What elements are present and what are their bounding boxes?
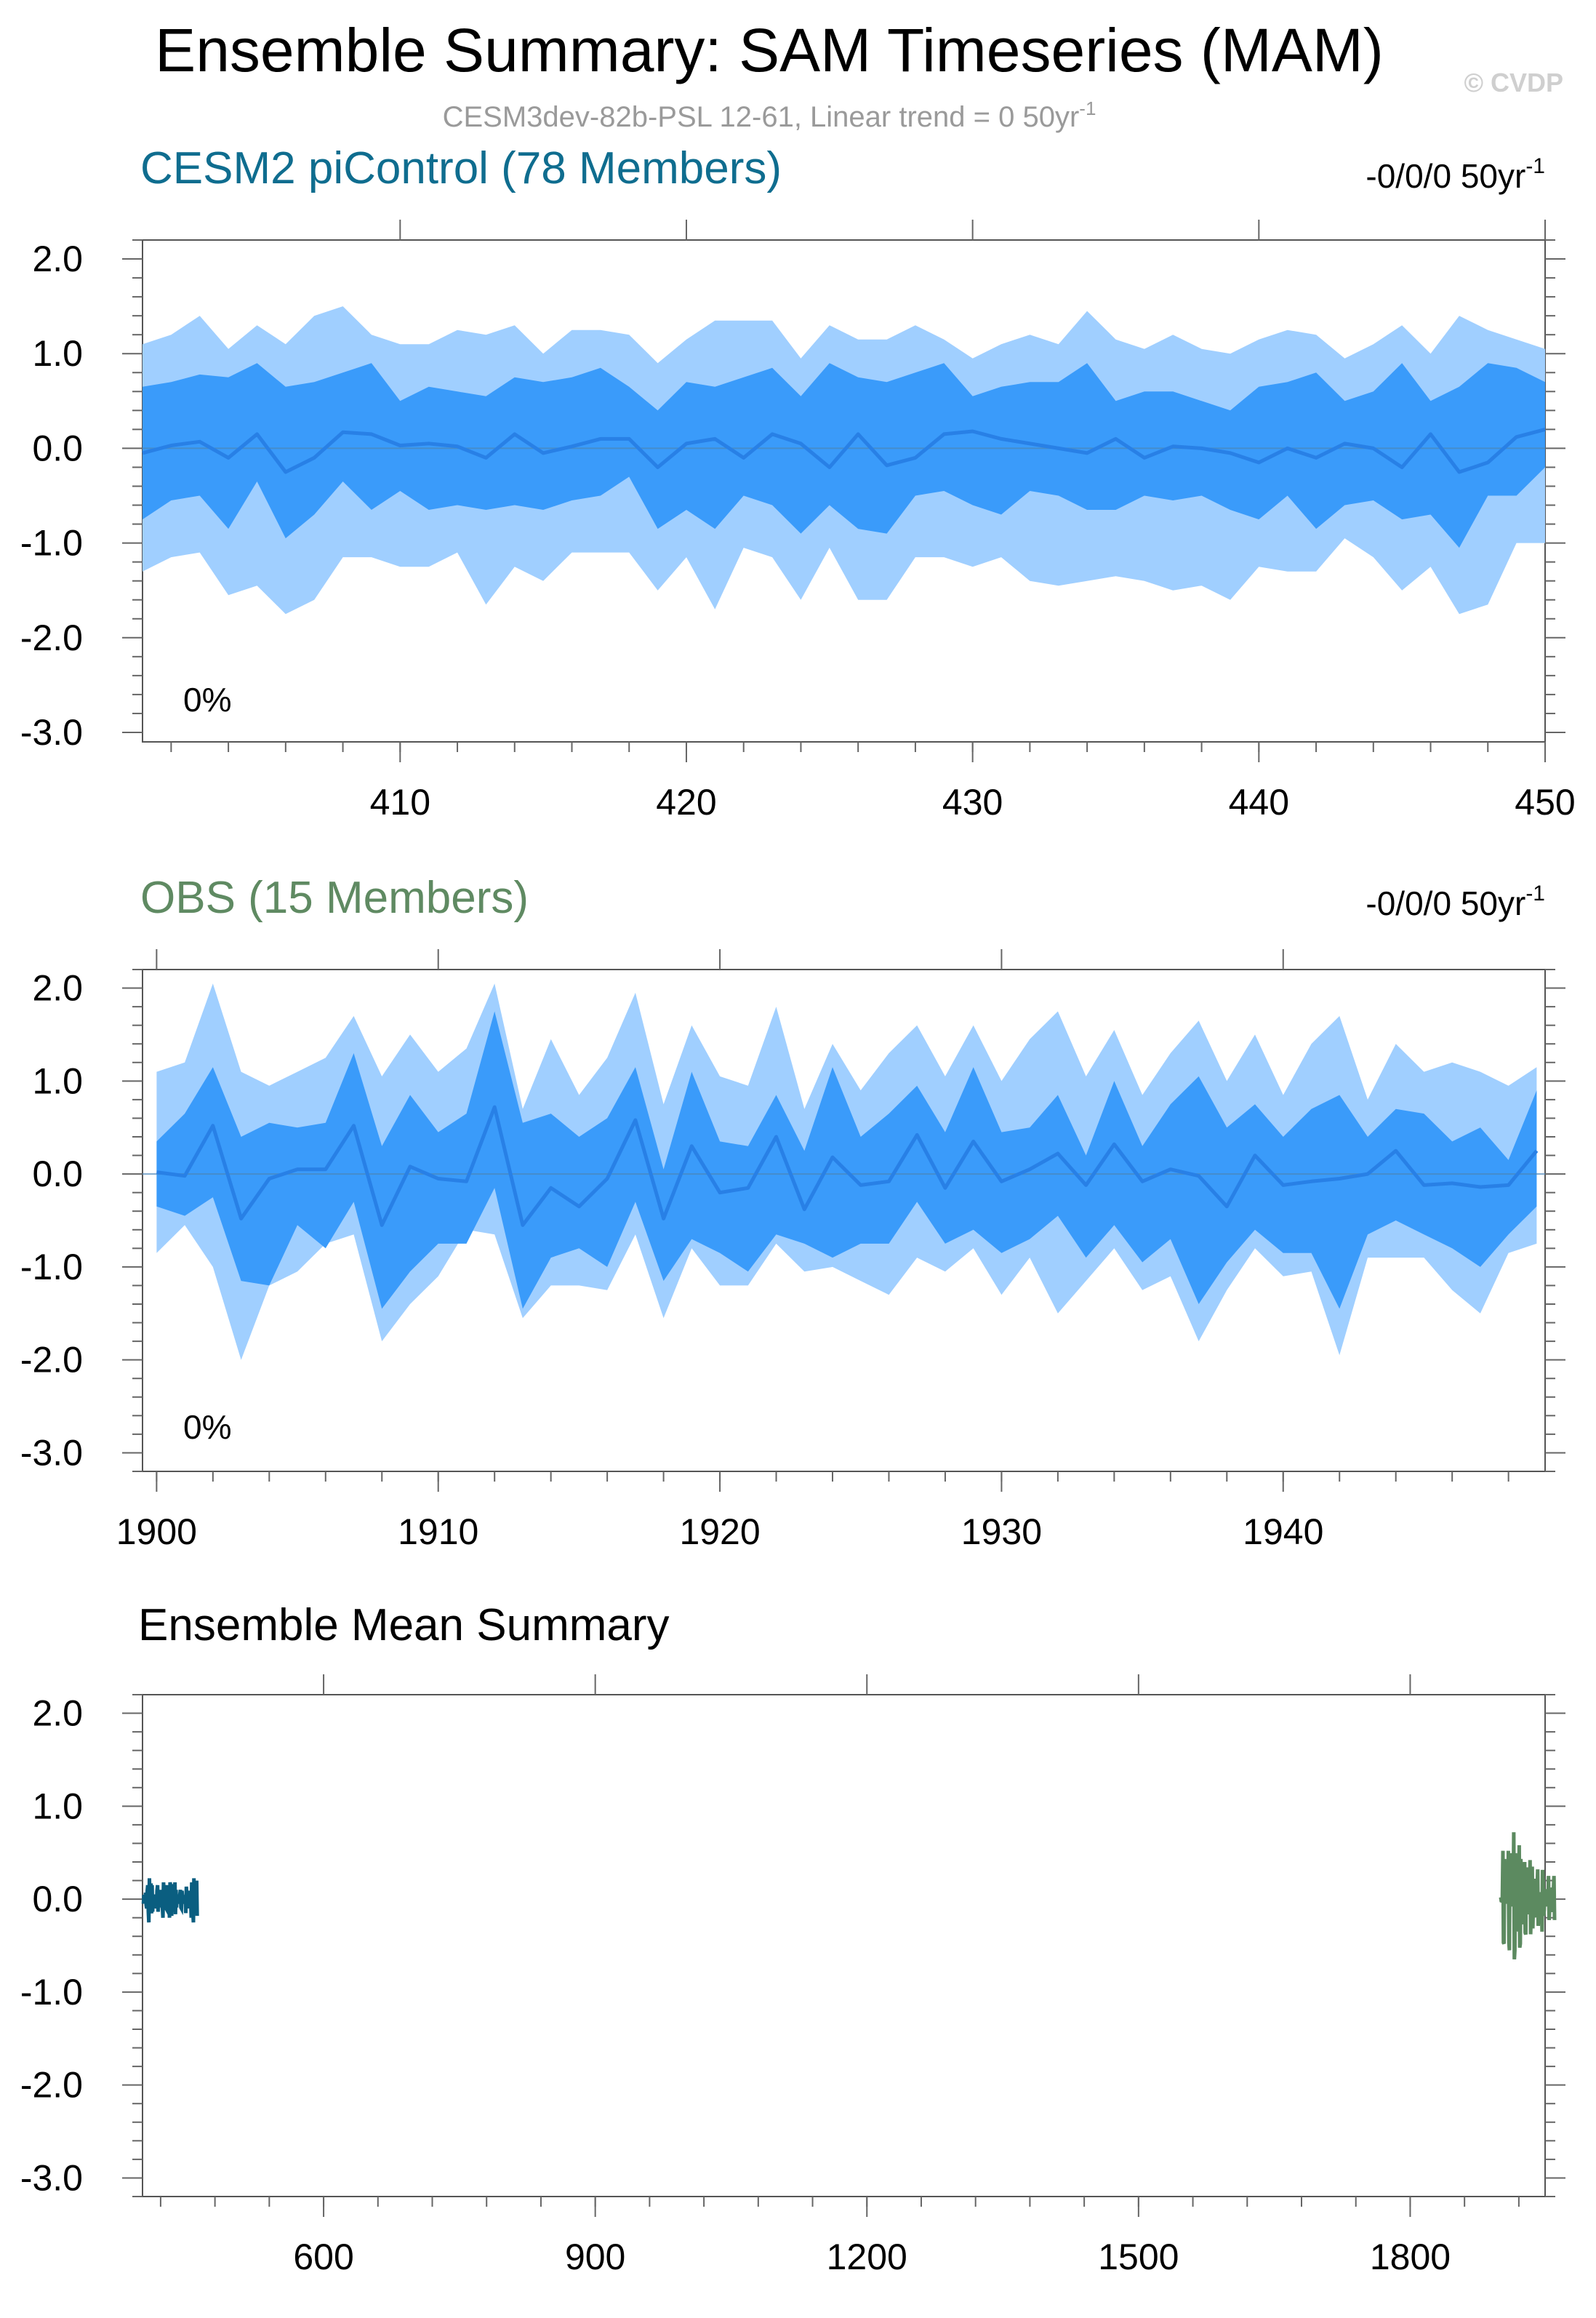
- p10-p90-band: [143, 363, 1545, 548]
- trend-label: -0/0/0 50yr-1: [1366, 154, 1545, 195]
- y-tick-label: -1.0: [20, 1972, 83, 2013]
- x-tick-label: 420: [656, 782, 716, 823]
- ensemble-mean-line: [142, 427, 1546, 474]
- ensemble-mean-line: [156, 1105, 1539, 1227]
- y-tick-label: 2.0: [32, 968, 83, 1009]
- percent-label: 0%: [183, 681, 231, 719]
- y-tick-label: 2.0: [32, 239, 83, 279]
- x-tick-label: 600: [293, 2237, 353, 2277]
- x-tick-label: 430: [942, 782, 1003, 823]
- summary-series-line: [1499, 1832, 1557, 1960]
- summary-series-line: [141, 1878, 199, 1923]
- y-tick-label: -3.0: [20, 1432, 83, 1473]
- panel-title: Ensemble Mean Summary: [138, 1600, 670, 1650]
- x-tick-label: 1920: [679, 1511, 760, 1552]
- y-tick-label: -1.0: [20, 523, 83, 564]
- y-tick-label: -2.0: [20, 2065, 83, 2106]
- panel-ensemble-mean-summary: Ensemble Mean Summary 2.0 1.0 0.0 -1.0 -2.0 -…: [20, 1600, 1565, 2277]
- panel-cesm2-picontrol: CESM2 piControl (78 Members) -0/0/0 50yr…: [20, 143, 1576, 823]
- x-tick-label: 410: [370, 782, 430, 823]
- y-tick-label: -3.0: [20, 712, 83, 753]
- trend-label: -0/0/0 50yr-1: [1366, 882, 1545, 922]
- p10-p90-band: [156, 1011, 1537, 1309]
- x-tick-label: 1200: [827, 2237, 907, 2277]
- y-tick-label: 0.0: [32, 1879, 83, 1919]
- x-tick-label: 1930: [961, 1511, 1042, 1552]
- y-tick-label: 1.0: [32, 1786, 83, 1826]
- x-tick-label: 450: [1515, 782, 1575, 823]
- y-tick-label: 0.0: [32, 1154, 83, 1194]
- y-tick-label: -2.0: [20, 618, 83, 658]
- y-tick-label: -2.0: [20, 1340, 83, 1380]
- y-tick-label: 1.0: [32, 333, 83, 374]
- watermark: © CVDP: [1464, 68, 1563, 97]
- x-tick-label: 440: [1229, 782, 1289, 823]
- plot-frame: [142, 1694, 1546, 2197]
- y-tick-label: 0.0: [32, 428, 83, 468]
- panel-title: OBS (15 Members): [140, 873, 529, 923]
- y-tick-label: -3.0: [20, 2157, 83, 2198]
- x-tick-label: 1910: [398, 1511, 478, 1552]
- x-tick-label: 900: [565, 2237, 625, 2277]
- panel-obs: OBS (15 Members) -0/0/0 50yr-1 2.0 1.0 0.0…: [20, 873, 1565, 1552]
- figure-subtitle: CESM3dev-82b-PSL 12-61, Linear trend = 0…: [443, 97, 1096, 133]
- y-tick-label: 2.0: [32, 1693, 83, 1734]
- y-tick-label: -1.0: [20, 1247, 83, 1287]
- percent-label: 0%: [183, 1408, 231, 1446]
- figure-title: Ensemble Summary: SAM Timeseries (MAM): [155, 16, 1384, 84]
- plot-frame: [142, 969, 1546, 1472]
- x-tick-label: 1900: [116, 1511, 197, 1552]
- panel-title: CESM2 piControl (78 Members): [140, 143, 782, 193]
- x-tick-label: 1940: [1243, 1511, 1323, 1552]
- y-tick-label: 1.0: [32, 1060, 83, 1101]
- x-tick-label: 1500: [1098, 2237, 1179, 2277]
- x-tick-label: 1800: [1370, 2237, 1451, 2277]
